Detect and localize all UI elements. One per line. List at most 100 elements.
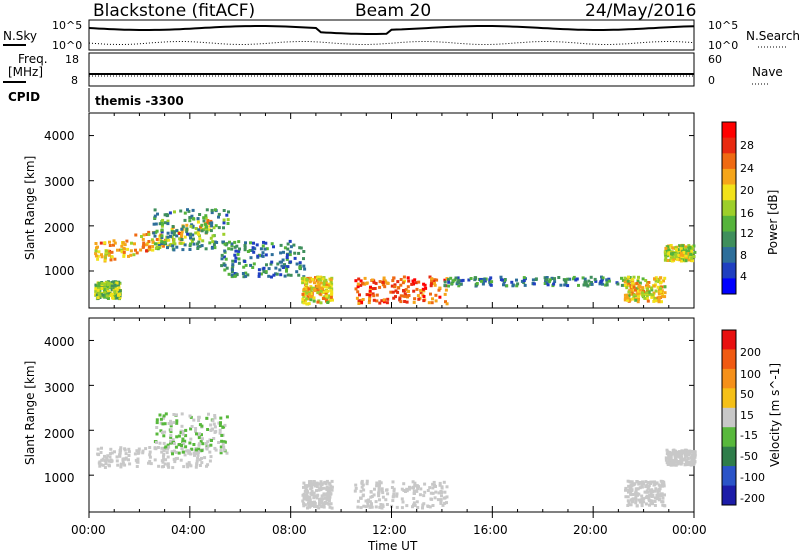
echo-cell — [645, 494, 649, 498]
echo-cell — [196, 242, 199, 246]
echo-cell — [438, 481, 442, 485]
echo-cell — [417, 297, 421, 301]
echo-cell — [226, 218, 230, 222]
echo-cell — [125, 239, 129, 243]
power-echo-region — [94, 280, 122, 301]
echo-cell — [325, 294, 329, 298]
echo-cell — [671, 246, 675, 250]
echo-cell — [406, 276, 410, 280]
echo-cell — [230, 242, 234, 246]
echo-cell — [322, 486, 326, 490]
power-colorbar-swatch — [722, 262, 736, 279]
echo-cell — [194, 231, 198, 235]
echo-cell — [262, 266, 266, 270]
echo-cell — [233, 259, 237, 263]
echo-cell — [640, 497, 644, 501]
echo-cell — [322, 503, 326, 507]
echo-cell — [647, 499, 651, 503]
echo-cell — [657, 295, 661, 299]
echo-cell — [118, 289, 122, 293]
echo-cell — [411, 485, 415, 489]
velocity-echo-region — [96, 446, 213, 470]
echo-cell — [356, 290, 360, 294]
echo-cell — [672, 459, 676, 463]
echo-cell — [434, 490, 438, 494]
freq-label-2: [MHz] — [8, 65, 44, 79]
echo-cell — [451, 279, 455, 283]
echo-cell — [157, 241, 161, 245]
echo-cell — [634, 500, 638, 504]
echo-cell — [692, 458, 696, 462]
echo-cell — [428, 505, 432, 509]
echo-cell — [96, 245, 99, 249]
echo-cell — [108, 240, 111, 244]
echo-cell — [430, 301, 434, 305]
echo-cell — [163, 462, 167, 466]
echo-cell — [326, 301, 330, 304]
noise-tick-right-top: 10^5 — [708, 19, 739, 32]
echo-cell — [443, 278, 447, 282]
echo-cell — [315, 485, 319, 489]
echo-cell — [637, 275, 640, 279]
echo-cell — [272, 273, 276, 277]
echo-cell — [394, 289, 398, 293]
echo-cell — [110, 284, 114, 288]
echo-cell — [481, 282, 485, 286]
noise-tick-left-bottom: 10^0 — [52, 39, 83, 52]
echo-cell — [637, 498, 641, 502]
echo-cell — [629, 485, 633, 489]
echo-cell — [637, 285, 641, 289]
echo-cell — [224, 257, 228, 261]
echo-cell — [285, 269, 288, 273]
echo-cell — [666, 259, 670, 262]
station-title: Blackstone (fitACF) — [93, 1, 256, 21]
echo-cell — [362, 504, 366, 508]
echo-cell — [329, 502, 333, 506]
echo-cell — [590, 281, 593, 284]
freq-panel-frame — [88, 52, 695, 87]
echo-cell — [431, 504, 435, 507]
echo-cell — [165, 451, 169, 455]
echo-cell — [662, 484, 666, 488]
echo-cell — [107, 285, 111, 289]
echo-cell — [377, 494, 381, 498]
echo-cell — [322, 297, 325, 300]
echo-cell — [605, 280, 609, 284]
echo-cell — [390, 486, 394, 489]
echo-cell — [187, 461, 191, 465]
echo-cell — [184, 449, 188, 453]
echo-cell — [204, 222, 207, 226]
echo-cell — [372, 280, 376, 284]
echo-cell — [415, 500, 419, 504]
echo-cell — [151, 245, 155, 248]
echo-cell — [631, 497, 635, 501]
velocity-echo-region — [301, 479, 334, 510]
echo-cell — [101, 463, 105, 467]
echo-cell — [663, 295, 667, 299]
echo-cell — [646, 287, 650, 291]
echo-cell — [160, 450, 164, 454]
power-cbar-label: Power [dB] — [766, 189, 780, 255]
echo-cell — [94, 283, 98, 287]
echo-cell — [135, 449, 139, 453]
echo-cell — [626, 495, 630, 499]
echo-cell — [302, 481, 306, 485]
echo-cell — [634, 496, 638, 500]
echo-cell — [147, 247, 151, 251]
echo-cell — [195, 461, 199, 465]
echo-cell — [657, 292, 661, 296]
echo-cell — [426, 505, 430, 508]
echo-cell — [659, 290, 663, 294]
echo-cell — [242, 275, 246, 279]
echo-cell — [674, 255, 678, 259]
echo-cell — [180, 227, 184, 231]
echo-cell — [627, 501, 631, 505]
echo-cell — [155, 440, 158, 444]
echo-cell — [103, 454, 106, 458]
echo-cell — [160, 446, 164, 450]
echo-cell — [657, 298, 661, 302]
echo-cell — [249, 263, 253, 267]
echo-cell — [302, 257, 305, 261]
echo-cell — [317, 284, 321, 288]
echo-cell — [172, 240, 176, 244]
